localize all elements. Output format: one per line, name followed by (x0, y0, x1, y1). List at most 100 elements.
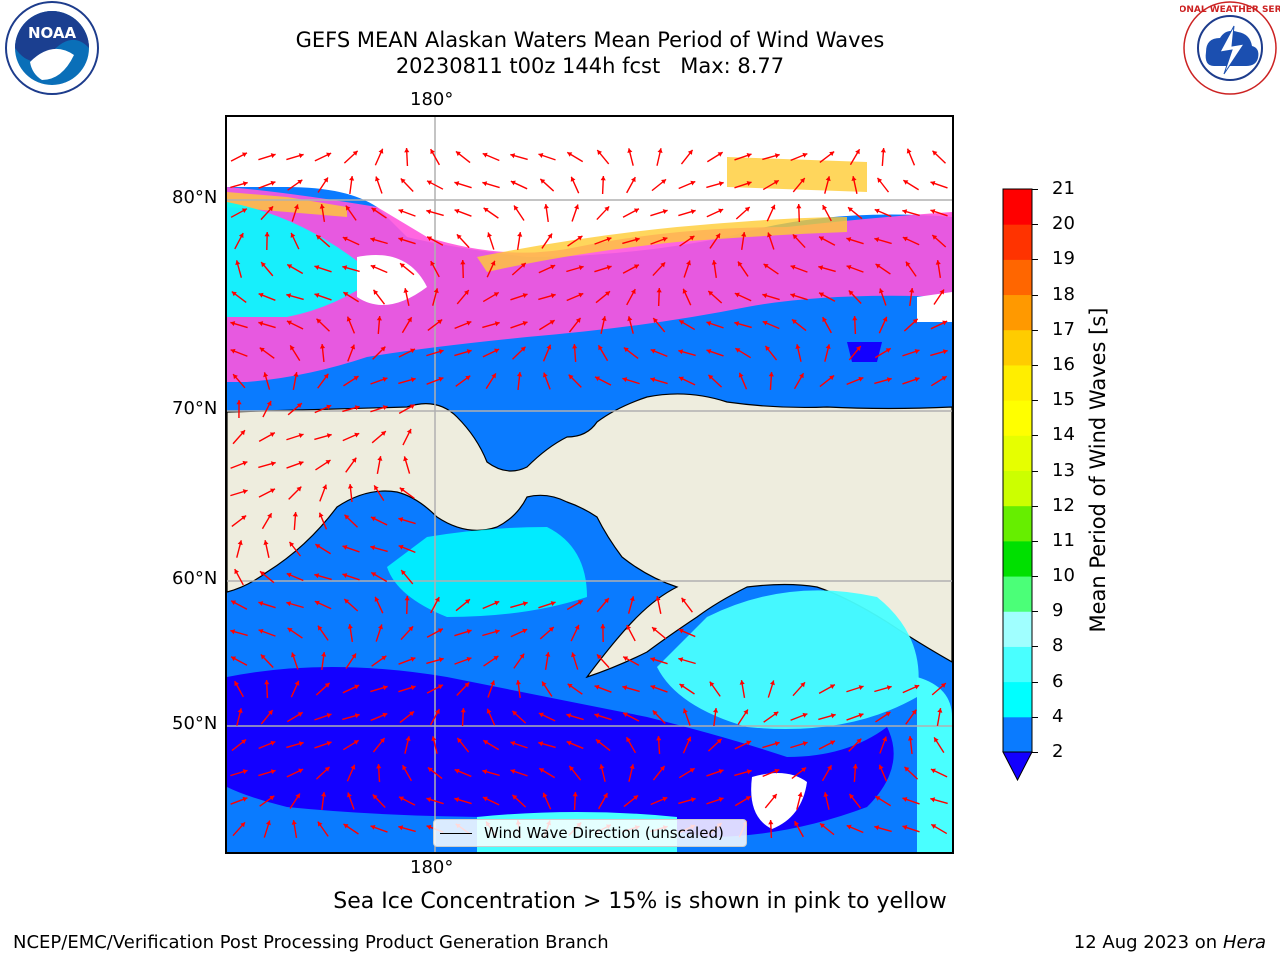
colorbar-tick-mark (1032, 400, 1038, 402)
wind-wave-arrowhead (407, 317, 412, 323)
period-cyan-gulf (657, 590, 919, 729)
colorbar-segment (1003, 259, 1032, 296)
wind-wave-arrowhead (718, 181, 724, 187)
wind-wave-arrowhead (512, 710, 518, 716)
wind-wave-arrowhead (678, 349, 684, 355)
wind-wave-arrowhead (734, 292, 740, 298)
wind-wave-arrowhead (460, 260, 466, 265)
colorbar-tick-label: 9 (1052, 600, 1064, 622)
nws-logo: NATIONAL WEATHER SERVICE (1180, 1, 1280, 95)
wind-wave-arrowhead (398, 237, 404, 243)
wind-wave-arrowhead (550, 293, 556, 299)
wind-wave-arrowhead (510, 769, 516, 774)
wind-wave-arrowhead (848, 207, 853, 213)
wind-wave-arrowhead (231, 291, 237, 297)
wind-wave-arrowhead (858, 712, 864, 718)
wind-wave-arrowhead (718, 208, 724, 214)
wind-wave-arrowhead (286, 320, 292, 326)
wind-wave-arrowhead (652, 627, 658, 632)
wind-wave-arrowhead (352, 150, 358, 156)
wind-wave-arrowhead (846, 824, 852, 830)
colorbar-tick-mark (1032, 364, 1038, 366)
wind-wave-arrowhead (846, 264, 852, 270)
wind-wave-arrowhead (875, 263, 881, 269)
wind-wave-arrowhead (539, 768, 545, 773)
wind-wave-arrowhead (231, 656, 237, 662)
wind-wave-arrowhead (846, 237, 852, 243)
wind-wave-arrowhead (546, 344, 552, 350)
wind-wave-arrowhead (378, 148, 384, 154)
wind-wave-arrowhead (318, 512, 324, 518)
wind-wave-arrowhead (879, 288, 884, 294)
wind-wave-arrowhead (822, 205, 828, 211)
wind-wave-arrowhead (633, 264, 639, 270)
wind-wave-arrowhead (706, 321, 712, 326)
wind-wave-arrowhead (398, 517, 404, 523)
wind-wave-arrowhead (829, 151, 835, 157)
colorbar-tick-label: 6 (1052, 670, 1064, 692)
wind-wave-arrowhead (482, 152, 488, 158)
wind-wave-arrowhead (371, 572, 377, 577)
wind-wave-arrowhead (286, 601, 292, 607)
wind-wave-arrowhead (314, 265, 320, 270)
wind-wave-arrowhead (741, 232, 747, 237)
wind-wave-arrowhead (454, 181, 460, 187)
colorbar-segment (1003, 400, 1032, 436)
wind-wave-arrowhead (427, 236, 433, 242)
wind-wave-arrowhead (603, 793, 608, 799)
wind-wave-arrowhead (687, 149, 693, 155)
wind-wave-arrowhead (343, 824, 349, 829)
wind-wave-arrowhead (550, 601, 556, 606)
colorbar-tick-mark (1032, 259, 1038, 261)
wind-wave-arrowhead (296, 403, 302, 408)
wind-wave-arrowhead (270, 740, 276, 746)
wind-wave-arrowhead (739, 680, 745, 685)
wind-wave-arrowhead (399, 796, 405, 802)
wind-wave-arrowhead (454, 797, 460, 803)
wind-wave-arrowhead (681, 597, 687, 603)
wind-wave-arrowhead (374, 596, 380, 602)
wind-wave-arrowhead (686, 736, 692, 742)
wind-wave-arrowhead (373, 289, 379, 295)
wind-wave-arrowhead (427, 180, 433, 186)
wind-wave-arrowhead (298, 153, 304, 159)
wind-wave-arrowhead (409, 404, 415, 409)
wind-wave-arrowhead (490, 680, 495, 686)
colorbar-tick-label: 4 (1052, 705, 1064, 727)
wind-wave-arrowhead (324, 682, 330, 688)
wind-wave-arrowhead (490, 260, 496, 266)
wind-wave-arrowhead (604, 206, 610, 212)
wind-wave-arrowhead (911, 709, 917, 715)
wind-wave-arrowhead (325, 460, 331, 465)
wind-wave-arrowhead (290, 232, 296, 238)
wind-wave-arrowhead (427, 767, 433, 773)
wind-wave-arrowhead (569, 765, 575, 771)
footer-credit: NCEP/EMC/Verification Post Processing Pr… (13, 932, 609, 953)
wind-wave-arrowhead (801, 767, 807, 773)
wind-wave-arrowhead (549, 320, 555, 325)
wind-wave-arrowhead (513, 205, 519, 211)
colorbar-segment (1003, 470, 1032, 507)
wind-wave-arrowhead (289, 541, 295, 547)
colorbar-segment (1003, 646, 1032, 683)
wind-wave-arrowhead (430, 261, 436, 267)
wind-wave-arrowhead (819, 236, 825, 242)
wind-wave-arrowhead (343, 292, 349, 297)
colorbar-tick-label: 18 (1052, 283, 1075, 305)
wind-wave-arrowhead (679, 320, 685, 325)
colorbar-segment (1003, 716, 1032, 753)
wind-wave-arrowhead (522, 628, 528, 634)
wind-wave-arrowhead (241, 152, 247, 158)
wind-wave-arrowhead (538, 153, 544, 158)
wind-wave-arrowhead (662, 796, 668, 802)
wind-wave-arrowhead (260, 654, 266, 660)
colorbar-segment (1003, 189, 1032, 225)
lat-label-50: 50°N (172, 713, 218, 734)
wind-wave-arrowhead (825, 176, 831, 182)
wind-wave-arrowhead (438, 349, 444, 355)
wind-wave-arrowhead (316, 318, 322, 324)
wind-wave-arrowhead (885, 348, 891, 353)
wind-wave-arrowhead (822, 317, 827, 323)
wind-wave-arrowhead (350, 764, 356, 770)
wind-wave-arrowhead (381, 655, 387, 661)
